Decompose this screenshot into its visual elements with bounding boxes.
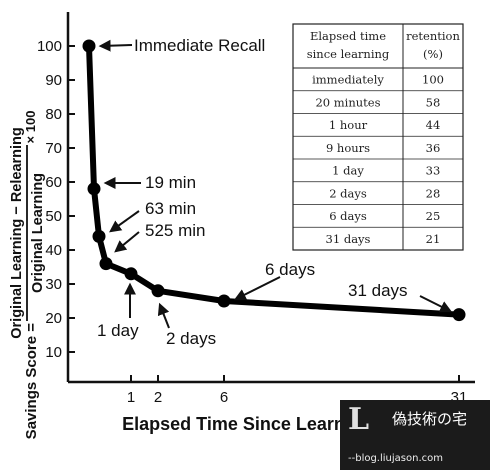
x-tick-label: 6	[220, 389, 228, 406]
y-tick-label: 90	[45, 72, 62, 89]
watermark-name: 偽技術の宅	[392, 410, 468, 428]
table-cell: 28	[426, 186, 441, 200]
y-tick-label: 60	[45, 174, 62, 191]
data-point	[92, 229, 106, 243]
retention-table: Elapsed time since learning retention (%) im…	[292, 23, 464, 251]
table-header-cell: Elapsed time	[310, 29, 386, 43]
annotation-arrow	[109, 210, 140, 233]
x-axis-title: Elapsed Time Since Learning	[122, 414, 372, 434]
annotation-label: 6 days	[265, 260, 315, 279]
table-header-cell: since learning	[307, 47, 390, 61]
data-point	[82, 39, 96, 53]
y-tick-label: 70	[45, 140, 62, 157]
table-cell: 9 hours	[326, 141, 370, 155]
annotation-arrow	[233, 276, 281, 301]
y-tick-label: 40	[45, 242, 62, 259]
x-tick-label: 2	[154, 389, 162, 406]
y-tick-label: 20	[45, 310, 62, 327]
annotation-label: 31 days	[348, 281, 408, 300]
table-header-cell: retention	[406, 29, 460, 43]
table-cell: 1 hour	[329, 118, 368, 132]
table-cell: 1 day	[332, 164, 364, 178]
annotations: Immediate Recall 19 min 63 min 525 min 1 day…	[97, 36, 453, 348]
annotation-arrow	[419, 295, 453, 313]
table-cell: 58	[426, 95, 441, 109]
annotation-arrow	[98, 39, 133, 52]
y-tick-label: 80	[45, 106, 62, 123]
annotation-arrow	[157, 302, 170, 329]
table-cell: 36	[426, 141, 441, 155]
data-point	[99, 257, 113, 271]
table-border	[292, 23, 464, 251]
table-cell: immediately	[312, 73, 384, 87]
table-header-cell: (%)	[423, 47, 443, 61]
y-axis-title: Savings Score = Original Learning − Rele…	[9, 111, 46, 440]
table-cell: 2 days	[329, 186, 367, 200]
series-line	[86, 43, 462, 318]
y-tick-label: 10	[45, 344, 62, 361]
data-point	[217, 294, 231, 308]
x-tick-label: 1	[127, 389, 135, 406]
y-ticks: 10 20 30 40 50 60 70 80 90 100	[37, 38, 75, 361]
y-tick-label: 30	[45, 276, 62, 293]
table-cell: 33	[426, 164, 441, 178]
annotation-label: 1 day	[97, 321, 139, 340]
data-point	[87, 182, 101, 196]
watermark-site: --blog.liujason.com	[348, 453, 443, 464]
y-axis-title-prefix: Savings Score =	[23, 323, 40, 440]
y-tick-label: 100	[37, 38, 62, 55]
annotation-label: 2 days	[166, 329, 216, 348]
y-tick-label: 50	[45, 208, 62, 225]
table-cell: 25	[426, 209, 441, 223]
data-point	[151, 284, 165, 298]
y-axis-title-multiplier: × 100	[23, 111, 38, 144]
data-point	[452, 308, 466, 322]
y-axis-title-denominator: Original Learning	[30, 173, 46, 293]
forgetting-curve	[82, 39, 466, 322]
annotation-label: 19 min	[145, 173, 196, 192]
table-cell: 21	[426, 232, 441, 246]
table-cell: 31 days	[326, 232, 371, 246]
annotation-label: 525 min	[145, 221, 205, 240]
table-cell: 44	[426, 118, 441, 132]
watermark: L 偽技術の宅 --blog.liujason.com	[340, 400, 490, 470]
table-cell: 6 days	[329, 209, 367, 223]
table-cell: 100	[422, 73, 444, 87]
annotation-arrow	[114, 231, 140, 253]
table-cell: 20 minutes	[315, 95, 380, 109]
data-point	[124, 267, 138, 281]
y-axis-title-numerator: Original Learning − Relearning	[9, 127, 25, 339]
annotation-label: Immediate Recall	[134, 36, 265, 55]
annotation-label: 63 min	[145, 199, 196, 218]
watermark-logo: L	[348, 402, 370, 437]
chart-axes	[66, 12, 475, 384]
